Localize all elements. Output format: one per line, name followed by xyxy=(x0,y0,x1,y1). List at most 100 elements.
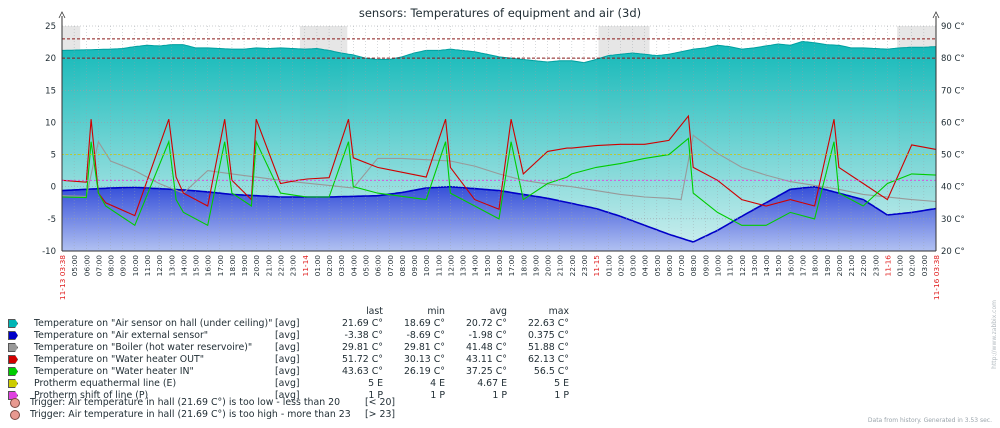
legend-fn: [avg] xyxy=(275,330,300,341)
x-tick-label: 22:00 xyxy=(277,255,286,277)
x-tick-label: 21:00 xyxy=(847,255,856,277)
x-tick-label: 12:00 xyxy=(738,255,747,277)
x-tick-label: 06:00 xyxy=(665,255,674,277)
legend-max: 1 P xyxy=(554,390,569,401)
x-tick-label: 18:00 xyxy=(228,255,237,277)
left-axis-ticks: 25 20 15 10 5 0 -5 -10 xyxy=(42,22,56,257)
x-tick-label: 14:00 xyxy=(471,255,480,277)
x-tick-label: 15:00 xyxy=(192,255,201,277)
left-axis-arrow-icon xyxy=(58,11,66,19)
y-tick-label: 5 xyxy=(51,151,56,161)
x-tick-label: 09:00 xyxy=(119,255,128,277)
y-tick-label: 10 xyxy=(45,118,56,128)
y-tick-label: 0 xyxy=(51,183,56,193)
axes xyxy=(58,11,940,252)
legend-name: Temperature on "Water heater IN" xyxy=(34,366,194,377)
x-tick-label: 04:00 xyxy=(641,255,650,277)
trigger-lines xyxy=(62,38,936,59)
y2-tick-label: 70 C° xyxy=(941,86,965,96)
legend-max: 62.13 C° xyxy=(527,354,569,365)
legend-name: Temperature on "Water heater OUT" xyxy=(34,354,205,365)
legend-min: -8.69 C° xyxy=(406,330,445,341)
legend-fn: [avg] xyxy=(275,366,300,377)
x-tick-label: 16:00 xyxy=(204,255,213,277)
trigger-dot-icon xyxy=(10,397,20,408)
trigger-condition: [> 23] xyxy=(365,409,396,420)
legend-avg: 1 P xyxy=(492,390,507,401)
x-tick-label: 09:00 xyxy=(410,255,419,277)
x-tick-label: 01:00 xyxy=(313,255,322,277)
series-line-0 xyxy=(61,134,937,203)
legend-avg: 20.72 C° xyxy=(465,318,507,329)
x-tick-label: 03:00 xyxy=(920,255,929,277)
y-tick-label: -10 xyxy=(42,247,56,257)
legend-header: last min avg max xyxy=(8,306,575,318)
green-swatch-icon xyxy=(8,367,18,376)
x-tick-label: 23:00 xyxy=(580,255,589,277)
x-tick-label: 22:00 xyxy=(859,255,868,277)
x-tick-label: 13:00 xyxy=(750,255,759,277)
x-tick-label: 11-16 xyxy=(883,255,892,277)
legend-row-boiler: Temperature on "Boiler (hot water reserv… xyxy=(8,342,575,354)
legend-max: 56.5 C° xyxy=(533,366,569,377)
y2-tick-label: 30 C° xyxy=(941,215,965,225)
right-axis-arrow-icon xyxy=(932,11,940,19)
trigger-low: Trigger: Air temperature in hall (21.69 … xyxy=(8,397,395,408)
legend: last min avg max Temperature on "Air sen… xyxy=(8,306,575,402)
x-tick-label: 06:00 xyxy=(374,255,383,277)
x-tick-label: 07:00 xyxy=(386,255,395,277)
x-tick-label: 11:00 xyxy=(434,255,443,277)
series-line-2 xyxy=(61,137,937,227)
legend-fn: [avg] xyxy=(275,318,300,329)
y2-tick-label: 20 C° xyxy=(941,247,965,257)
legend-last: 51.72 C° xyxy=(341,354,383,365)
trigger-condition: [< 20] xyxy=(365,397,396,408)
legend-row-shift: Protherm shift of line (P) [avg] 1 P 1 P… xyxy=(8,390,575,402)
legend-last: 29.81 C° xyxy=(341,342,383,353)
x-tick-label: 02:00 xyxy=(616,255,625,277)
y2-tick-label: 50 C° xyxy=(941,151,965,161)
legend-avg: 4.67 E xyxy=(477,378,507,389)
trigger-dot-icon xyxy=(10,409,20,420)
x-tick-label: 12:00 xyxy=(155,255,164,277)
legend-last: 1 P xyxy=(368,390,383,401)
legend-avg: 37.25 C° xyxy=(465,366,507,377)
legend-last: 43.63 C° xyxy=(341,366,383,377)
legend-last: -3.38 C° xyxy=(344,330,383,341)
x-tick-label: 14:00 xyxy=(179,255,188,277)
x-tick-label: 11-15 xyxy=(592,255,601,277)
x-tick-label: 11-13 03:38 xyxy=(58,255,67,300)
legend-name: Temperature on "Boiler (hot water reserv… xyxy=(34,342,253,353)
x-tick-label: 05:00 xyxy=(361,255,370,277)
x-tick-label: 13:00 xyxy=(167,255,176,277)
right-axis-ticks: 90 C° 80 C° 70 C° 60 C° 50 C° 40 C° 30 C° 20 C° xyxy=(941,22,965,257)
x-tick-label: 21:00 xyxy=(556,255,565,277)
watermark: http://www.zabbix.com xyxy=(991,300,998,369)
y-tick-label: 25 xyxy=(45,22,56,32)
x-tick-label: 11-14 xyxy=(301,255,310,277)
legend-min: 18.69 C° xyxy=(403,318,445,329)
x-tick-label: 04:00 xyxy=(349,255,358,277)
legend-header-last: last xyxy=(366,306,383,317)
legend-row-air-hall: Temperature on "Air sensor on hall (unde… xyxy=(8,318,575,330)
legend-name: Protherm equathermal line (E) xyxy=(34,378,177,389)
legend-avg: 43.11 C° xyxy=(465,354,507,365)
legend-header-avg: avg xyxy=(489,306,507,317)
legend-min: 4 E xyxy=(430,378,445,389)
y-tick-label: -5 xyxy=(48,215,56,225)
x-tick-label: 12:00 xyxy=(446,255,455,277)
series-lines xyxy=(61,114,937,227)
y-tick-label: 20 xyxy=(45,54,56,64)
x-tick-label: 22:00 xyxy=(568,255,577,277)
x-tick-label: 08:00 xyxy=(398,255,407,277)
x-tick-label: 01:00 xyxy=(896,255,905,277)
legend-min: 29.81 C° xyxy=(403,342,445,353)
x-tick-label: 06:00 xyxy=(82,255,91,277)
legend-min: 26.19 C° xyxy=(403,366,445,377)
x-tick-label: 01:00 xyxy=(604,255,613,277)
legend-name: Temperature on "Air external sensor" xyxy=(34,330,209,341)
y2-tick-label: 80 C° xyxy=(941,54,965,64)
x-tick-label: 07:00 xyxy=(677,255,686,277)
legend-max: 0.375 C° xyxy=(527,330,569,341)
legend-row-equathermal: Protherm equathermal line (E) [avg] 5 E … xyxy=(8,378,575,390)
